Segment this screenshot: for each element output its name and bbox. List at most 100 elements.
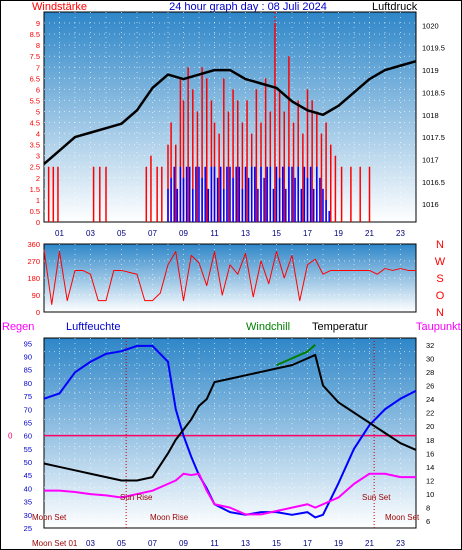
y-tick-label-right: 1019: [422, 66, 439, 75]
header-left-label: Windstärke: [32, 1, 87, 13]
y-tick-label-right: 1018.5: [422, 88, 445, 97]
pressure-line: [43, 59, 417, 165]
temperature-tick-label: 22: [426, 409, 434, 418]
x-tick-label: 11: [210, 229, 219, 238]
humidity-tick-label: 40: [24, 484, 32, 493]
y-tick-label-left: 0: [36, 218, 40, 227]
humidity-tick-label: 35: [24, 498, 32, 507]
y-tick-label-right: 1017.5: [422, 133, 445, 142]
x-tick-label: 17: [303, 229, 312, 238]
temperature-tick-label: 14: [426, 463, 434, 472]
temperature-tick-label: 32: [426, 341, 434, 350]
humidity-tick-label: 60: [24, 432, 32, 441]
astro-annotation: Sun Rise: [120, 493, 153, 502]
legend-label: Regen: [2, 321, 34, 333]
humidity-tick-label: 75: [24, 392, 32, 401]
humidity-tick-label: 50: [24, 458, 32, 467]
y-tick-label-left: 8: [36, 41, 40, 50]
humidity-tick-label: 65: [24, 418, 32, 427]
humidity-tick-label: 70: [24, 405, 32, 414]
y-tick-label-right: 1017: [422, 155, 439, 164]
y-tick-label-right: 1020: [422, 21, 439, 30]
temperature-tick-label: 24: [426, 395, 434, 404]
x-tick-label: 03: [86, 229, 95, 238]
y-tick-label-left: 9: [36, 19, 40, 28]
astro-annotation: Moon Rise: [150, 513, 189, 522]
y-tick-label-right: 1016: [422, 200, 439, 209]
x-tick-label: 13: [241, 229, 250, 238]
legend-label: Taupunkt: [416, 321, 461, 333]
y-tick-label-right: 1016.5: [422, 178, 445, 187]
wind-direction-line: [43, 249, 416, 305]
legend-label: Luftfeuchte: [66, 321, 120, 333]
humidity-tick-label: 80: [24, 379, 32, 388]
compass-label: S: [436, 273, 443, 285]
compass-label: O: [436, 290, 445, 302]
astro-annotation: Moon Set: [32, 513, 67, 522]
humidity-tick-label: 95: [24, 339, 32, 348]
direction-tick-label: 180: [27, 274, 40, 283]
legend-label: Temperatur: [312, 321, 368, 333]
compass-label: W: [435, 256, 446, 268]
legend-label: Windchill: [246, 321, 290, 333]
x-tick-label: 07: [148, 539, 157, 548]
rain-zero-label: 0: [8, 432, 13, 441]
humidity-tick-label: 45: [24, 471, 32, 480]
x-tick-label: 03: [86, 539, 95, 548]
y-tick-label-left: 2.5: [30, 163, 40, 172]
y-tick-label-right: 1018: [422, 111, 439, 120]
y-tick-label-left: 1.5: [30, 185, 40, 194]
temperature-tick-label: 16: [426, 449, 434, 458]
x-tick-label: 17: [303, 539, 312, 548]
temperature-tick-label: 12: [426, 477, 434, 486]
x-tick-label: 21: [365, 229, 374, 238]
humidity-tick-label: 25: [24, 524, 32, 533]
x-tick-label: 01: [55, 229, 64, 238]
x-tick-label: 21: [365, 539, 374, 548]
astro-annotation: Moon Set 01: [32, 539, 78, 548]
temperature-tick-label: 26: [426, 382, 434, 391]
y-tick-label-left: 7.5: [30, 52, 40, 61]
dewpoint-line: [44, 472, 416, 516]
x-tick-label: 19: [334, 229, 343, 238]
x-tick-label: 05: [117, 539, 126, 548]
temperature-tick-label: 10: [426, 490, 434, 499]
y-tick-label-left: 7: [36, 63, 40, 72]
temperature-tick-label: 6: [426, 517, 430, 526]
y-tick-label-left: 4: [36, 130, 40, 139]
y-tick-label-right: 1019.5: [422, 44, 445, 53]
humidity-tick-label: 55: [24, 445, 32, 454]
astro-annotation: Moon Set: [385, 513, 420, 522]
x-tick-label: 09: [179, 539, 188, 548]
temperature-tick-label: 30: [426, 354, 434, 363]
humidity-tick-label: 30: [24, 511, 32, 520]
y-tick-label-left: 5: [36, 107, 40, 116]
x-tick-label: 23: [396, 539, 405, 548]
y-tick-label-left: 5.5: [30, 96, 40, 105]
x-tick-label: 15: [272, 539, 281, 548]
x-tick-label: 09: [179, 229, 188, 238]
y-tick-label-left: 4.5: [30, 119, 40, 128]
y-tick-label-left: 2: [36, 174, 40, 183]
x-tick-label: 15: [272, 229, 281, 238]
y-tick-label-left: 6.5: [30, 74, 40, 83]
direction-tick-label: 270: [27, 257, 40, 266]
temperature-line: [43, 353, 417, 482]
astro-annotation: Sun Set: [362, 493, 391, 502]
x-tick-label: 05: [117, 229, 126, 238]
temperature-tick-label: 18: [426, 436, 434, 445]
x-tick-label: 11: [210, 539, 219, 548]
x-tick-label: 23: [396, 229, 405, 238]
direction-tick-label: 0: [36, 308, 40, 317]
y-tick-label-left: 6: [36, 85, 40, 94]
y-tick-label-left: 8.5: [30, 30, 40, 39]
x-tick-label: 19: [334, 539, 343, 548]
y-tick-label-left: 3.5: [30, 141, 40, 150]
y-tick-label-left: 1: [36, 196, 40, 205]
humidity-tick-label: 90: [24, 352, 32, 361]
compass-label: N: [436, 307, 444, 319]
temperature-tick-label: 20: [426, 422, 434, 431]
direction-tick-label: 360: [27, 240, 40, 249]
header-right-label: Luftdruck: [372, 1, 418, 13]
